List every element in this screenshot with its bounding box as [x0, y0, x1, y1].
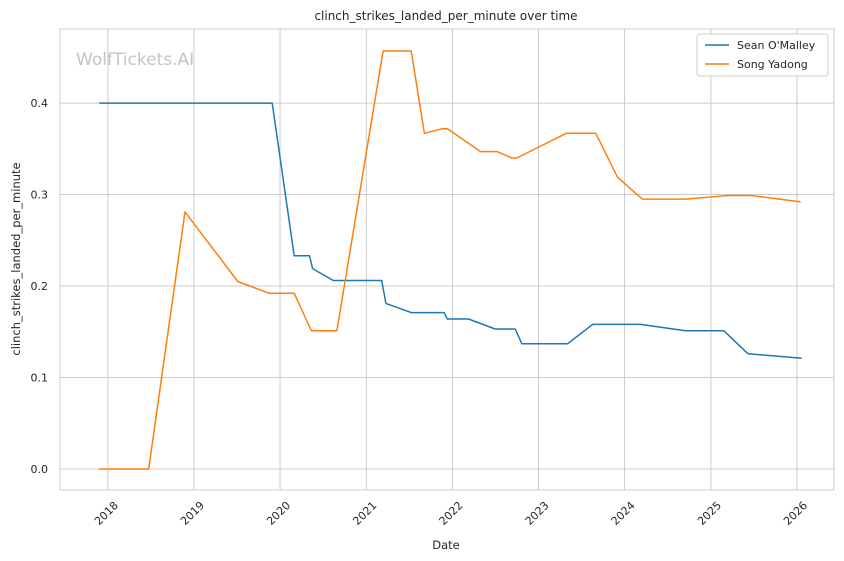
legend-box — [696, 33, 829, 77]
series-layer — [99, 50, 802, 470]
y-axis-ticks: 0.0 0.1 0.2 0.3 0.4 — [31, 97, 49, 476]
y-tick-label: 0.3 — [31, 189, 49, 202]
gridlines — [60, 29, 834, 490]
y-tick-label: 0.4 — [31, 97, 49, 110]
y-axis-label: clinch_strikes_landed_per_minute — [9, 162, 23, 355]
chart-title: clinch_strikes_landed_per_minute over ti… — [314, 9, 577, 23]
series-line-1 — [99, 50, 801, 470]
legend-label-sean-omalley: Sean O'Malley — [737, 39, 816, 52]
watermark-text: WolfTickets.AI — [76, 50, 194, 70]
plot-frame — [59, 28, 835, 491]
y-tick-label: 0.2 — [31, 280, 49, 293]
x-axis-label: Date — [432, 538, 460, 552]
legend-label-song-yadong: Song Yadong — [737, 58, 808, 71]
y-tick-label: 0.0 — [31, 463, 49, 476]
series-line-0 — [99, 102, 802, 360]
legend: Sean O'Malley Song Yadong — [696, 33, 829, 77]
y-tick-label: 0.1 — [31, 371, 49, 384]
